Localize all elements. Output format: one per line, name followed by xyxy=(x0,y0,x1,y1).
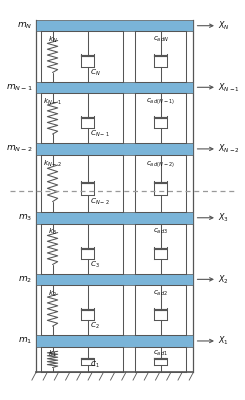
Bar xyxy=(36,212,194,224)
Text: $X_N$: $X_N$ xyxy=(218,20,230,32)
Bar xyxy=(36,143,194,155)
Text: $k_N$: $k_N$ xyxy=(48,35,57,45)
Bar xyxy=(36,274,194,285)
Text: $k_1$: $k_1$ xyxy=(48,348,57,359)
Text: $c_{adN}$: $c_{adN}$ xyxy=(153,35,169,44)
Text: $c_{ad(N-2)}$: $c_{ad(N-2)}$ xyxy=(146,159,175,168)
Text: $c_{ad2}$: $c_{ad2}$ xyxy=(153,289,168,298)
Text: $c_{ad1}$: $c_{ad1}$ xyxy=(153,348,168,358)
Text: $m_1$: $m_1$ xyxy=(18,336,33,346)
Bar xyxy=(36,20,194,32)
Text: $X_{N-2}$: $X_{N-2}$ xyxy=(218,143,240,155)
Text: $m_{N-2}$: $m_{N-2}$ xyxy=(6,144,33,154)
Text: $k_{N-1}$: $k_{N-1}$ xyxy=(43,97,62,107)
Text: $X_2$: $X_2$ xyxy=(218,273,229,286)
Text: $C_1$: $C_1$ xyxy=(90,360,100,370)
Text: $m_{N-1}$: $m_{N-1}$ xyxy=(6,82,33,92)
Text: $c_{ad(N-1)}$: $c_{ad(N-1)}$ xyxy=(146,97,175,106)
Text: $k_3$: $k_3$ xyxy=(48,227,57,237)
Bar xyxy=(36,82,194,93)
Text: $C_N$: $C_N$ xyxy=(90,67,101,78)
Text: $m_2$: $m_2$ xyxy=(18,274,33,285)
Text: $C_{N-2}$: $C_{N-2}$ xyxy=(90,197,110,207)
Text: $k_2$: $k_2$ xyxy=(48,289,57,299)
Text: $C_3$: $C_3$ xyxy=(90,259,100,270)
Bar xyxy=(36,335,194,347)
Text: $X_1$: $X_1$ xyxy=(218,335,229,347)
Text: $c_{ad3}$: $c_{ad3}$ xyxy=(153,227,168,236)
Text: $C_{N-1}$: $C_{N-1}$ xyxy=(90,129,110,139)
Text: $m_N$: $m_N$ xyxy=(17,20,33,31)
Text: $X_3$: $X_3$ xyxy=(218,212,229,224)
Text: $m_3$: $m_3$ xyxy=(18,212,33,223)
Text: $X_{N-1}$: $X_{N-1}$ xyxy=(218,81,240,94)
Text: $C_2$: $C_2$ xyxy=(90,321,100,331)
Text: $k_{N-2}$: $k_{N-2}$ xyxy=(43,159,62,169)
